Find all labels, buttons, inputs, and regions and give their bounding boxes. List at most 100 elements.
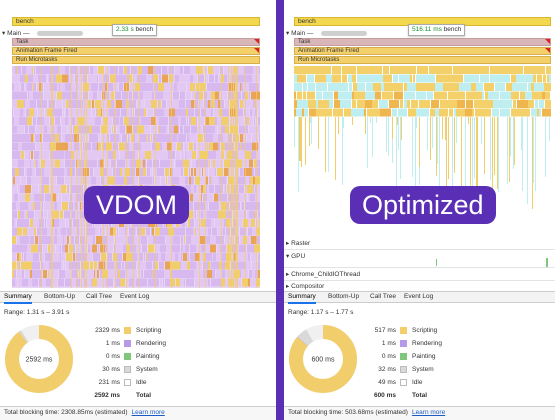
flame-slice	[21, 125, 24, 134]
track-raster[interactable]: ▸ Raster	[286, 240, 311, 247]
tab-call-tree[interactable]: Call Tree	[86, 293, 113, 300]
flame-slice	[147, 108, 153, 117]
flame-slice	[215, 159, 217, 168]
flame-slice	[160, 236, 165, 244]
flame-slice	[119, 66, 120, 74]
flame-slice	[527, 117, 528, 204]
timeline-left[interactable]: bench ▾ Main — 2.33 s bench Task Animati…	[0, 0, 276, 290]
flame-slice	[126, 125, 132, 134]
flame-slice	[116, 108, 119, 117]
flame-slice	[17, 151, 20, 159]
flame-slice	[248, 253, 250, 261]
flame-slice	[224, 168, 229, 176]
learn-more-link[interactable]: Learn more	[411, 409, 446, 416]
main-track-label[interactable]: ▾ Main —	[2, 29, 84, 37]
flame-slice	[259, 134, 260, 142]
flame-slice	[352, 74, 356, 83]
flame-slice	[56, 142, 62, 151]
flame-slice	[93, 159, 97, 168]
tab-bottom-up[interactable]: Bottom-Up	[44, 293, 76, 300]
flame-slice	[294, 83, 302, 91]
flame-slice	[105, 244, 107, 253]
flame-chart[interactable]	[12, 66, 260, 288]
flame-slice	[194, 185, 196, 193]
flame-slice	[76, 83, 77, 91]
learn-more-link[interactable]: Learn more	[131, 409, 165, 416]
animation-frame-bar[interactable]: Animation Frame Fired	[12, 47, 260, 55]
flame-slice	[474, 100, 483, 108]
flame-slice	[156, 66, 159, 74]
flame-chart[interactable]	[294, 66, 551, 234]
track-chrome-childiothread[interactable]: ▸ Chrome_ChildIOThread	[286, 271, 361, 278]
flame-slice	[222, 108, 227, 117]
flame-slice	[94, 261, 97, 270]
flame-slice	[180, 125, 183, 134]
flame-slice	[195, 227, 196, 236]
tab-event-log[interactable]: Event Log	[120, 293, 150, 300]
flame-slice	[340, 100, 351, 108]
microtasks-bar[interactable]: Run Microtasks	[12, 56, 260, 64]
flame-slice	[294, 108, 296, 117]
flame-slice	[55, 253, 60, 261]
tab-summary[interactable]: Summary	[288, 292, 316, 304]
flame-slice	[256, 219, 259, 227]
tab-call-tree[interactable]: Call Tree	[370, 293, 397, 300]
flame-slice	[51, 83, 57, 91]
flame-slice	[64, 236, 67, 244]
track-gpu[interactable]: ▾ GPU	[286, 253, 306, 260]
flame-slice	[67, 91, 71, 100]
flame-slice	[490, 66, 494, 74]
microtasks-bar[interactable]: Run Microtasks	[294, 56, 551, 64]
flame-slice	[189, 193, 190, 202]
flame-slice	[244, 74, 249, 83]
flame-slice	[249, 210, 250, 219]
flame-slice	[380, 108, 391, 117]
animation-frame-bar[interactable]: Animation Frame Fired	[294, 47, 551, 55]
tab-summary[interactable]: Summary	[4, 292, 32, 304]
main-track-label[interactable]: ▾ Main —	[286, 29, 368, 37]
flame-slice	[42, 83, 43, 91]
flame-slice	[323, 91, 333, 100]
flame-slice	[459, 83, 461, 91]
flame-slice	[208, 253, 212, 261]
flame-slice	[144, 125, 150, 134]
flame-slice	[175, 253, 178, 261]
flame-slice	[294, 91, 296, 100]
flame-slice	[158, 134, 164, 142]
flame-slice	[314, 66, 317, 74]
flame-slice	[349, 83, 352, 91]
tab-event-log[interactable]: Event Log	[404, 293, 434, 300]
flame-slice	[143, 83, 144, 91]
flame-slice	[504, 100, 512, 108]
flame-slice	[92, 244, 97, 253]
flame-slice	[215, 151, 216, 159]
timeline-right[interactable]: bench ▾ Main — 516.11 ms bench Task Anim…	[284, 0, 555, 290]
track-compositor[interactable]: ▸ Compositor	[286, 283, 325, 290]
flame-slice	[38, 66, 43, 74]
flame-slice	[109, 108, 115, 117]
task-bar[interactable]: Task	[12, 38, 260, 46]
flame-graph	[294, 66, 551, 212]
flame-slice	[165, 261, 170, 270]
flame-slice	[197, 66, 200, 74]
task-bar[interactable]: Task	[294, 38, 551, 46]
flame-slice	[12, 219, 14, 227]
flame-slice	[240, 270, 241, 278]
flame-slice	[127, 244, 130, 253]
flame-slice	[249, 117, 253, 125]
flame-slice	[129, 74, 132, 83]
flame-slice	[60, 278, 64, 287]
flame-slice	[64, 193, 67, 202]
flame-slice	[352, 117, 353, 125]
flame-slice	[108, 176, 114, 185]
flame-slice	[494, 66, 505, 74]
flame-slice	[226, 176, 227, 185]
flame-slice	[228, 134, 232, 142]
flame-slice	[79, 142, 81, 151]
flame-slice	[20, 134, 26, 142]
flame-slice	[54, 185, 57, 193]
tab-bottom-up[interactable]: Bottom-Up	[328, 293, 360, 300]
flame-slice	[116, 168, 120, 176]
flame-slice	[297, 100, 308, 108]
flame-slice	[180, 261, 181, 270]
